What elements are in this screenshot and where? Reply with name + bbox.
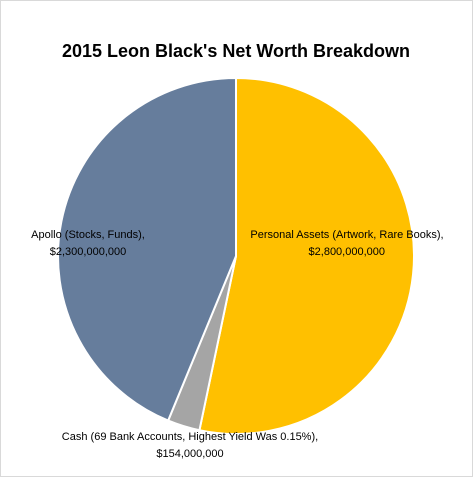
pie-slice bbox=[57, 76, 237, 422]
label-separator: , bbox=[315, 431, 318, 443]
data-value-label: $2,300,000,000 bbox=[50, 246, 126, 258]
label-separator: , bbox=[441, 229, 444, 241]
data-value-label: $2,800,000,000 bbox=[309, 246, 385, 258]
label-category: Cash (69 Bank Accounts, Highest Yield Wa… bbox=[62, 431, 315, 443]
data-labels: Personal Assets (Artwork, Rare Books), $2… bbox=[31, 229, 443, 460]
label-category: Apollo (Stocks, Funds) bbox=[31, 229, 142, 241]
pie bbox=[57, 76, 415, 435]
label-separator: , bbox=[142, 229, 145, 241]
label-category: Personal Assets (Artwork, Rare Books) bbox=[250, 229, 440, 241]
data-value-label: $154,000,000 bbox=[156, 448, 223, 460]
data-label: Apollo (Stocks, Funds), bbox=[31, 229, 145, 241]
pie-slice bbox=[198, 76, 415, 435]
data-label: Cash (69 Bank Accounts, Highest Yield Wa… bbox=[62, 431, 318, 443]
data-label: Personal Assets (Artwork, Rare Books), bbox=[250, 229, 443, 241]
chart-title: 2015 Leon Black's Net Worth Breakdown bbox=[62, 41, 410, 61]
